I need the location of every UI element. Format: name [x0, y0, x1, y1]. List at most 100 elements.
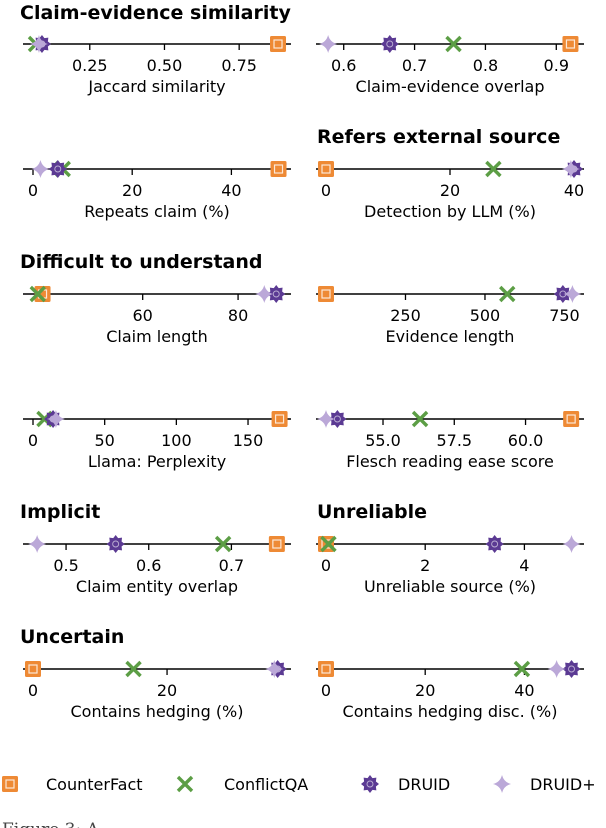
tick-label: 750: [549, 306, 580, 325]
tick-label: 40: [221, 181, 241, 200]
legend-label: DRUID: [398, 775, 450, 794]
marker-conflictqa: [499, 285, 516, 303]
marker-druid-plus: [31, 160, 50, 178]
marker-counterfact: [271, 411, 288, 427]
legend: CounterFact ConflictQA DRUID DRUID+: [2, 775, 596, 794]
tick-label: 60: [133, 306, 153, 325]
tick-label: 0.7: [219, 556, 244, 575]
marker-druid-plus: [317, 410, 335, 428]
tick-label: 60.0: [508, 431, 544, 450]
marker-druid-plus: [29, 35, 48, 53]
tick-label: 0.50: [147, 56, 183, 75]
tick-label: 80: [228, 306, 248, 325]
tick-label: 20: [122, 181, 142, 200]
tick-label: 0: [28, 181, 38, 200]
tick-label: 0.5: [53, 556, 78, 575]
tick-label: 0.8: [473, 56, 498, 75]
legend-marker-druid: [361, 775, 379, 793]
panel-10: 0 2 4 Unreliable source (%): [316, 535, 584, 596]
tick-label: 500: [470, 306, 501, 325]
tick-label: 40: [564, 181, 584, 200]
marker-conflictqa: [485, 160, 502, 178]
tick-label: 0: [321, 181, 331, 200]
panel-2: 0.6 0.7 0.8 0.9 Claim-evidence overlap: [316, 35, 584, 96]
marker-counterfact: [318, 661, 334, 677]
section-title: Implicit: [20, 501, 100, 523]
x-axis-label: Claim-evidence overlap: [356, 77, 545, 96]
section-title: Refers external source: [317, 126, 560, 148]
marker-druid: [485, 535, 504, 553]
tick-label: 250: [390, 306, 421, 325]
x-axis-label: Claim entity overlap: [76, 577, 238, 596]
marker-conflictqa: [445, 35, 462, 53]
section-title: Unreliable: [317, 501, 427, 523]
panel-7: 0 50 100 150 Llama: Perplexity: [23, 410, 291, 471]
marker-druid-plus: [46, 410, 65, 428]
tick-label: 0.6: [136, 556, 161, 575]
marker-counterfact: [562, 36, 579, 52]
tick-label: 20: [440, 181, 460, 200]
marker-druid-plus: [561, 160, 580, 178]
marker-counterfact: [318, 536, 334, 552]
marker-conflictqa: [320, 535, 337, 553]
marker-druid-plus: [562, 535, 581, 553]
section-title: Difficult to understand: [20, 251, 262, 273]
marker-druid-plus: [547, 660, 566, 678]
marker-counterfact: [270, 161, 287, 177]
marker-druid-plus: [265, 660, 284, 678]
legend-label: ConflictQA: [224, 775, 308, 794]
marker-druid-plus: [563, 285, 582, 303]
tick-label: 55.0: [365, 431, 401, 450]
marker-druid-plus: [28, 535, 47, 553]
tick-label: 57.5: [436, 431, 472, 450]
x-axis-label: Contains hedging (%): [71, 702, 244, 721]
marker-counterfact: [318, 161, 334, 177]
x-axis-label: Llama: Perplexity: [88, 452, 226, 471]
tick-label: 50: [94, 431, 114, 450]
tick-label: 0: [28, 681, 38, 700]
legend-marker-counterfact: [2, 776, 18, 792]
marker-counterfact: [270, 36, 287, 52]
marker-counterfact: [563, 411, 580, 427]
tick-label: 0: [321, 556, 331, 575]
marker-conflictqa: [513, 660, 531, 678]
x-axis-label: Repeats claim (%): [84, 202, 230, 221]
panel-11: 0 20 Contains hedging (%): [23, 660, 291, 721]
legend-label: CounterFact: [46, 775, 143, 794]
x-axis-label: Flesch reading ease score: [346, 452, 554, 471]
panel-4: 0 20 40 Detection by LLM (%): [316, 160, 584, 221]
legend-marker-conflictqa: [176, 775, 194, 793]
tick-label: 4: [519, 556, 529, 575]
marker-conflictqa: [125, 660, 142, 678]
section-title: Uncertain: [20, 626, 124, 648]
marker-druid: [562, 660, 581, 678]
tick-label: 2: [420, 556, 430, 575]
marker-counterfact: [318, 286, 334, 302]
panel-3: 0 20 40 Repeats claim (%): [23, 160, 291, 221]
section-title: Claim-evidence similarity: [20, 2, 291, 24]
tick-label: 0.7: [402, 56, 427, 75]
tick-label: 20: [415, 681, 435, 700]
x-axis-label: Contains hedging disc. (%): [343, 702, 558, 721]
x-axis-label: Evidence length: [386, 327, 515, 346]
tick-label: 0.25: [72, 56, 108, 75]
marker-druid: [48, 160, 67, 178]
panel-12: 0 20 40 Contains hedging disc. (%): [316, 660, 584, 721]
panel-5: 60 80 Claim length: [23, 285, 291, 346]
tick-label: 100: [161, 431, 192, 450]
tick-label: 0: [28, 431, 38, 450]
x-axis-label: Claim length: [106, 327, 208, 346]
marker-druid-plus: [255, 285, 274, 303]
tick-label: 0.75: [221, 56, 257, 75]
tick-label: 20: [157, 681, 177, 700]
tick-label: 0.6: [331, 56, 356, 75]
panel-9: 0.5 0.6 0.7 Claim entity overlap: [23, 535, 291, 596]
panel-1: 0.25 0.50 0.75 Jaccard similarity: [23, 35, 291, 96]
tick-label: 0.9: [544, 56, 569, 75]
marker-druid-plus: [319, 35, 338, 53]
figure-caption: Figure 3: A ...: [2, 820, 121, 828]
tick-label: 150: [233, 431, 264, 450]
legend-marker-druid-plus: [493, 775, 511, 793]
tick-label: 40: [514, 681, 534, 700]
